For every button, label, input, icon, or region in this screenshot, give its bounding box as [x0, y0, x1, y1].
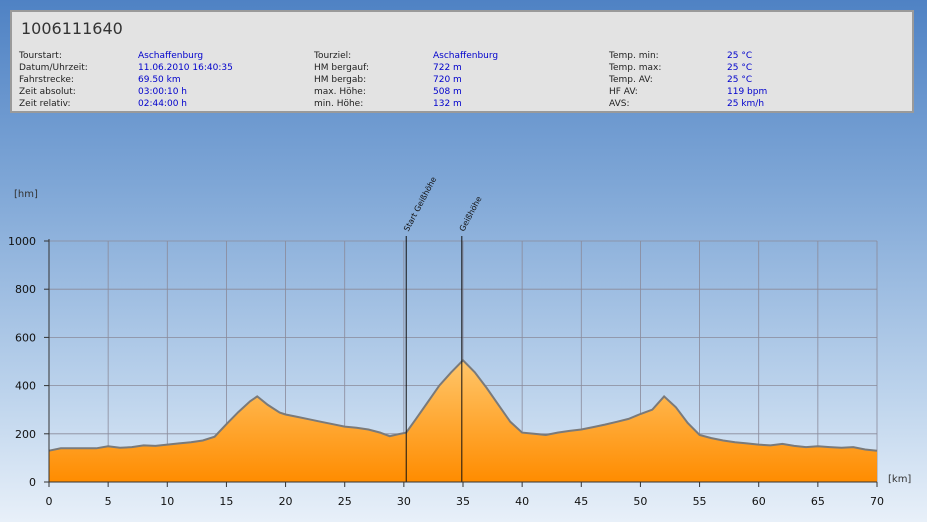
y-tick-label: 400: [15, 380, 36, 393]
x-tick-label: 20: [279, 495, 293, 508]
marker-label: Start Geißhöhe: [402, 175, 438, 233]
info-label: Zeit relativ:: [19, 99, 71, 109]
elevation-line: [48, 358, 878, 452]
info-row: Datum/Uhrzeit: 11.06.2010 16:40:35: [19, 62, 233, 74]
info-value: 132 m: [433, 99, 462, 109]
x-tick-label: 65: [811, 495, 825, 508]
info-value: Aschaffenburg: [138, 51, 204, 61]
info-label: max. Höhe:: [314, 87, 366, 97]
y-tick-label: 1000: [8, 235, 36, 248]
info-row: AVS: 25 km/h: [609, 98, 767, 110]
info-value: 25 °C: [727, 75, 753, 85]
x-tick-label: 40: [515, 495, 529, 508]
info-row: Fahrstrecke: 69.50 km: [19, 74, 233, 86]
info-label: Tourziel:: [314, 51, 352, 61]
x-tick-label: 55: [693, 495, 707, 508]
x-tick-label: 70: [870, 495, 884, 508]
x-tick-label: 45: [574, 495, 588, 508]
x-tick-label: 60: [752, 495, 766, 508]
info-label: HF AV:: [609, 87, 638, 97]
info-value: 25 °C: [727, 63, 753, 73]
info-row: HF AV: 119 bpm: [609, 86, 767, 98]
y-tick-label: 800: [15, 283, 36, 296]
info-value: 69.50 km: [138, 75, 181, 85]
info-row: Zeit absolut: 03:00:10 h: [19, 86, 233, 98]
info-value: Aschaffenburg: [433, 51, 499, 61]
info-column-1: Tourstart: Aschaffenburg Datum/Uhrzeit: 11…: [19, 50, 233, 110]
tour-id: 1006111640: [21, 19, 123, 38]
axes: 0 200 400 600 800 1000 0 5 10 15 20 25 30 35 40 45 50 55 6…: [8, 189, 911, 508]
x-tick-label: 50: [633, 495, 647, 508]
info-label: Datum/Uhrzeit:: [19, 63, 88, 73]
y-tick-label: 200: [15, 428, 36, 441]
y-tick-label: 600: [15, 331, 36, 344]
info-row: Temp. min: 25 °C: [609, 50, 767, 62]
x-tick-label: 15: [219, 495, 233, 508]
x-tick-label: 25: [338, 495, 352, 508]
marker-label: Geißhöhe: [458, 195, 484, 233]
elevation-area: [48, 358, 878, 482]
info-row: Tourstart: Aschaffenburg: [19, 50, 233, 62]
info-value: 119 bpm: [727, 87, 768, 97]
info-label: Temp. AV:: [609, 75, 653, 85]
info-row: HM bergauf: 722 m: [314, 62, 498, 74]
info-label: HM bergauf:: [314, 63, 369, 73]
info-row: Tourziel: Aschaffenburg: [314, 50, 498, 62]
info-row: Zeit relativ: 02:44:00 h: [19, 98, 233, 110]
info-column-2: Tourziel: Aschaffenburg HM bergauf: 722 m …: [314, 50, 498, 110]
info-label: min. Höhe:: [314, 99, 364, 109]
info-row: Temp. max: 25 °C: [609, 62, 767, 74]
x-tick-label: 5: [105, 495, 112, 508]
info-label: Tourstart:: [19, 51, 62, 61]
elevation-fill: [49, 360, 877, 482]
info-label: Zeit absolut:: [19, 87, 76, 97]
info-value: 508 m: [433, 87, 462, 97]
info-value: 25 °C: [727, 51, 753, 61]
y-tick-label: 0: [29, 476, 36, 489]
info-label: Temp. max:: [609, 63, 662, 73]
info-row: HM bergab: 720 m: [314, 74, 498, 86]
info-label: Temp. min:: [609, 51, 659, 61]
x-tick-label: 10: [160, 495, 174, 508]
info-value: 722 m: [433, 63, 462, 73]
info-label: Fahrstrecke:: [19, 75, 74, 85]
tour-info-panel: 1006111640 Tourstart: Aschaffenburg Datum…: [10, 10, 914, 113]
x-axis-label: [km]: [888, 474, 911, 485]
x-tick-label: 30: [397, 495, 411, 508]
info-label: HM bergab:: [314, 75, 367, 85]
x-tick-label: 0: [46, 495, 53, 508]
info-label: AVS:: [609, 99, 630, 109]
info-row: max. Höhe: 508 m: [314, 86, 498, 98]
info-row: Temp. AV: 25 °C: [609, 74, 767, 86]
info-value: 02:44:00 h: [138, 99, 187, 109]
x-tick-label: 35: [456, 495, 470, 508]
info-value: 03:00:10 h: [138, 87, 187, 97]
info-column-3: Temp. min: 25 °C Temp. max: 25 °C Temp. AV…: [609, 50, 767, 110]
info-row: min. Höhe: 132 m: [314, 98, 498, 110]
info-value: 25 km/h: [727, 99, 765, 109]
y-axis-label: [hm]: [14, 189, 38, 200]
info-value: 11.06.2010 16:40:35: [138, 63, 233, 73]
info-value: 720 m: [433, 75, 462, 85]
